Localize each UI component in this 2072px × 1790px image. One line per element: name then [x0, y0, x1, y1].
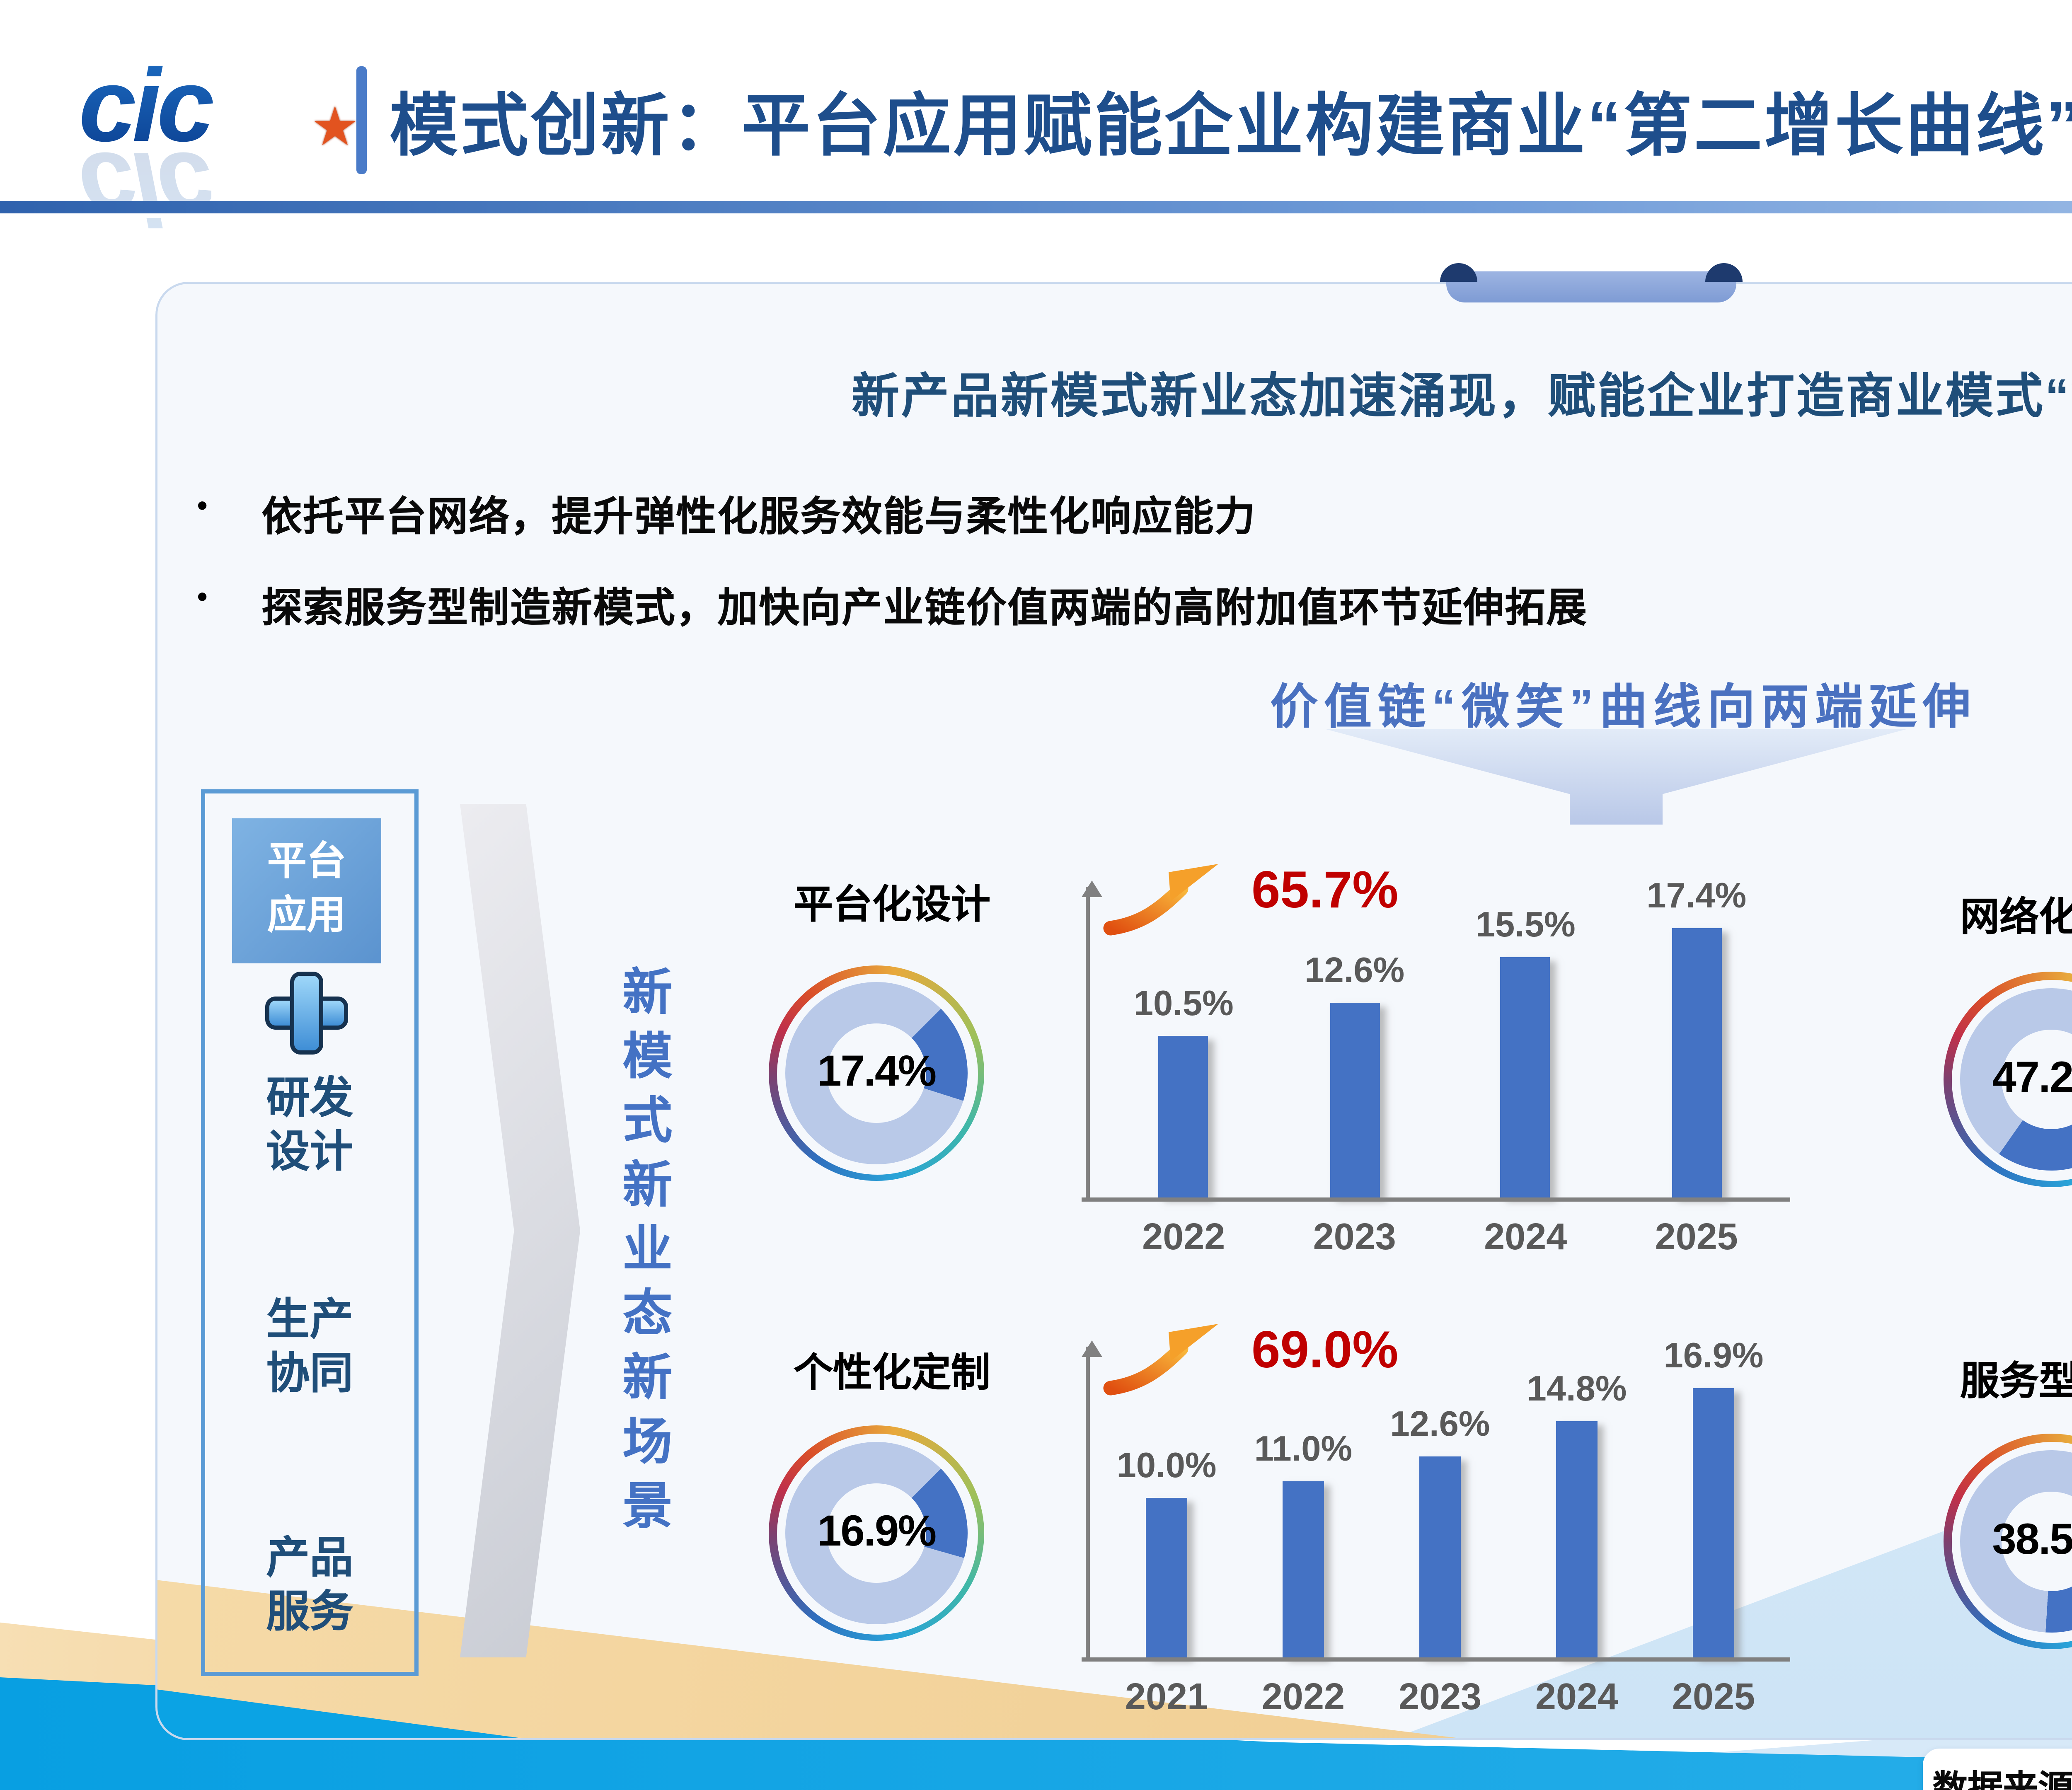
star-icon: ★	[311, 95, 359, 157]
x-tick-label: 2022	[1261, 1676, 1345, 1717]
chart-title-service-manufacturing: 服务型制造	[1960, 1361, 2072, 1405]
bars: 10.5% 12.6% 15.5% 17.4%	[1098, 873, 1782, 1197]
bar	[1159, 1035, 1209, 1197]
bar-value-label: 10.0%	[1116, 1445, 1217, 1485]
donut-value: 16.9%	[817, 1508, 937, 1556]
donut-value: 38.5%	[1992, 1517, 2072, 1564]
bar	[1556, 1420, 1598, 1657]
growth-label: 69.0%	[1251, 1322, 1399, 1380]
x-tick-labels: 2021 2022 2023 2024 2025	[1098, 1676, 1782, 1720]
plus-icon	[265, 972, 348, 1055]
chart-title-platform-design: 平台化设计	[794, 885, 991, 928]
sidebar-item-product-service: 产品服务	[266, 1535, 353, 1637]
x-tick-label: 2022	[1142, 1216, 1225, 1258]
bar-value-label: 15.5%	[1475, 904, 1576, 944]
bar-column: 14.8%	[1508, 1369, 1645, 1657]
bar-value-label: 11.0%	[1254, 1428, 1353, 1468]
y-axis-arrow-icon	[1082, 870, 1102, 897]
bar	[1419, 1455, 1461, 1657]
page-title: 模式创新：平台应用赋能企业构建商业“第二增长曲线”	[390, 87, 2072, 164]
bullet-dot: •	[197, 489, 208, 524]
donut-chart: 17.4%	[769, 965, 984, 1181]
cic-logo-reflection: cic	[79, 128, 211, 249]
y-axis	[1082, 880, 1102, 1200]
card-top-ribbon	[1440, 263, 1743, 302]
bullet-item: • 探索服务型制造新模式，加快向产业链价值两端的高附加值环节延伸拓展	[197, 574, 1588, 634]
sidebar-chip-platform: 平台应用	[232, 818, 381, 963]
source-note-bar: 数据来源：两化融合公共服务平台（www.cspiii.com），截至2025年9…	[1923, 1749, 2072, 1790]
bar-value-label: 16.9%	[1663, 1335, 1764, 1375]
x-tick-label: 2024	[1484, 1216, 1567, 1258]
bullet-item: • 依托平台网络，提升弹性化服务效能与柔性化响应能力	[197, 483, 1256, 543]
bullet-text: 依托平台网络，提升弹性化服务效能与柔性化响应能力	[261, 495, 1256, 541]
x-tick-label: 2025	[1655, 1216, 1738, 1258]
chart-title-network-collab: 网络化协同	[1960, 897, 2072, 941]
bar-column: 15.5%	[1440, 905, 1611, 1197]
x-tick-labels: 2022 2023 2024 2025	[1098, 1216, 1782, 1260]
bar-value-label: 14.8%	[1527, 1368, 1627, 1408]
header-divider	[356, 66, 367, 174]
bar-column: 16.9%	[1645, 1335, 1782, 1657]
sidebar-item-rd: 研发设计	[266, 1075, 353, 1177]
bar-column: 17.4%	[1611, 876, 1782, 1197]
sidebar-item-production: 生产协同	[266, 1297, 353, 1398]
bar-column: 12.6%	[1269, 950, 1440, 1197]
donut-value: 17.4%	[817, 1048, 937, 1096]
x-tick-label: 2023	[1313, 1216, 1396, 1258]
ribbon-curl-left	[1440, 263, 1477, 282]
bar	[1283, 1480, 1324, 1657]
x-tick-label: 2024	[1535, 1676, 1619, 1717]
bar	[1671, 927, 1721, 1197]
cic-logo: cic cic ★	[79, 46, 359, 247]
card-headline: 新产品新模式新业态加速涌现，赋能企业打造商业模式“第二增长曲线”	[852, 369, 2072, 423]
x-tick-label: 2023	[1398, 1676, 1482, 1717]
growth-label: 65.7%	[1251, 862, 1399, 920]
x-axis	[1082, 1656, 1790, 1662]
y-axis	[1082, 1340, 1102, 1659]
bullet-text: 探索服务型制造新模式，加快向产业链价值两端的高附加值环节延伸拓展	[261, 586, 1588, 632]
sidebar-box: 平台应用 研发设计 生产协同 产品服务	[201, 789, 419, 1676]
header: cic cic ★ 模式创新：平台应用赋能企业构建商业“第二增长曲线”	[0, 0, 2072, 247]
x-axis	[1082, 1196, 1790, 1202]
y-axis-arrow-icon	[1082, 1330, 1102, 1357]
x-tick-label: 2025	[1672, 1676, 1755, 1717]
bar-value-label: 12.6%	[1305, 950, 1405, 989]
bar-column: 12.6%	[1372, 1404, 1508, 1657]
smile-curve-caption: 价值链“微笑”曲线向两端延伸	[1270, 680, 1977, 733]
donut-chart: 38.5%	[1944, 1434, 2072, 1649]
ribbon-curl-right	[1705, 263, 1743, 282]
bullet-dot: •	[197, 580, 208, 615]
bar	[1693, 1387, 1734, 1657]
donut-chart: 47.2%	[1944, 972, 2072, 1187]
bar-column: 10.0%	[1098, 1445, 1235, 1657]
header-underline	[0, 201, 2072, 213]
bar	[1501, 956, 1551, 1197]
x-tick-label: 2021	[1125, 1676, 1208, 1717]
bars: 10.0% 11.0% 12.6% 14.8% 16.9%	[1098, 1333, 1782, 1657]
donut-chart: 16.9%	[769, 1425, 984, 1641]
bar-value-label: 10.5%	[1133, 983, 1234, 1023]
bar-chart: 65.7% 10.5% 12.6% 15.5% 17.4% 2022 2023 2024 2…	[1069, 862, 1798, 1264]
sidebar-chip-label: 平台应用	[267, 841, 346, 939]
bar-value-label: 17.4%	[1646, 875, 1747, 915]
bar-column: 10.5%	[1098, 983, 1269, 1197]
flow-vertical-label: 新模式新业态新场景	[613, 965, 669, 1543]
trend-arrow-icon	[1103, 1324, 1218, 1396]
donut-value: 47.2%	[1992, 1055, 2072, 1102]
trend-arrow-icon	[1103, 864, 1218, 936]
bar	[1146, 1497, 1187, 1657]
bar-chart: 69.0% 10.0% 11.0% 12.6% 14.8% 16.9% 2021 2022…	[1069, 1322, 1798, 1724]
bar	[1329, 1001, 1380, 1197]
cic-logo-text: cic	[79, 46, 348, 166]
source-note-text: 数据来源：两化融合公共服务平台（www.cspiii.com），截至2025年9…	[1932, 1768, 2072, 1790]
bar-value-label: 12.6%	[1390, 1403, 1490, 1443]
chart-title-personalization: 个性化定制	[794, 1353, 991, 1396]
bar-column: 11.0%	[1235, 1429, 1372, 1657]
